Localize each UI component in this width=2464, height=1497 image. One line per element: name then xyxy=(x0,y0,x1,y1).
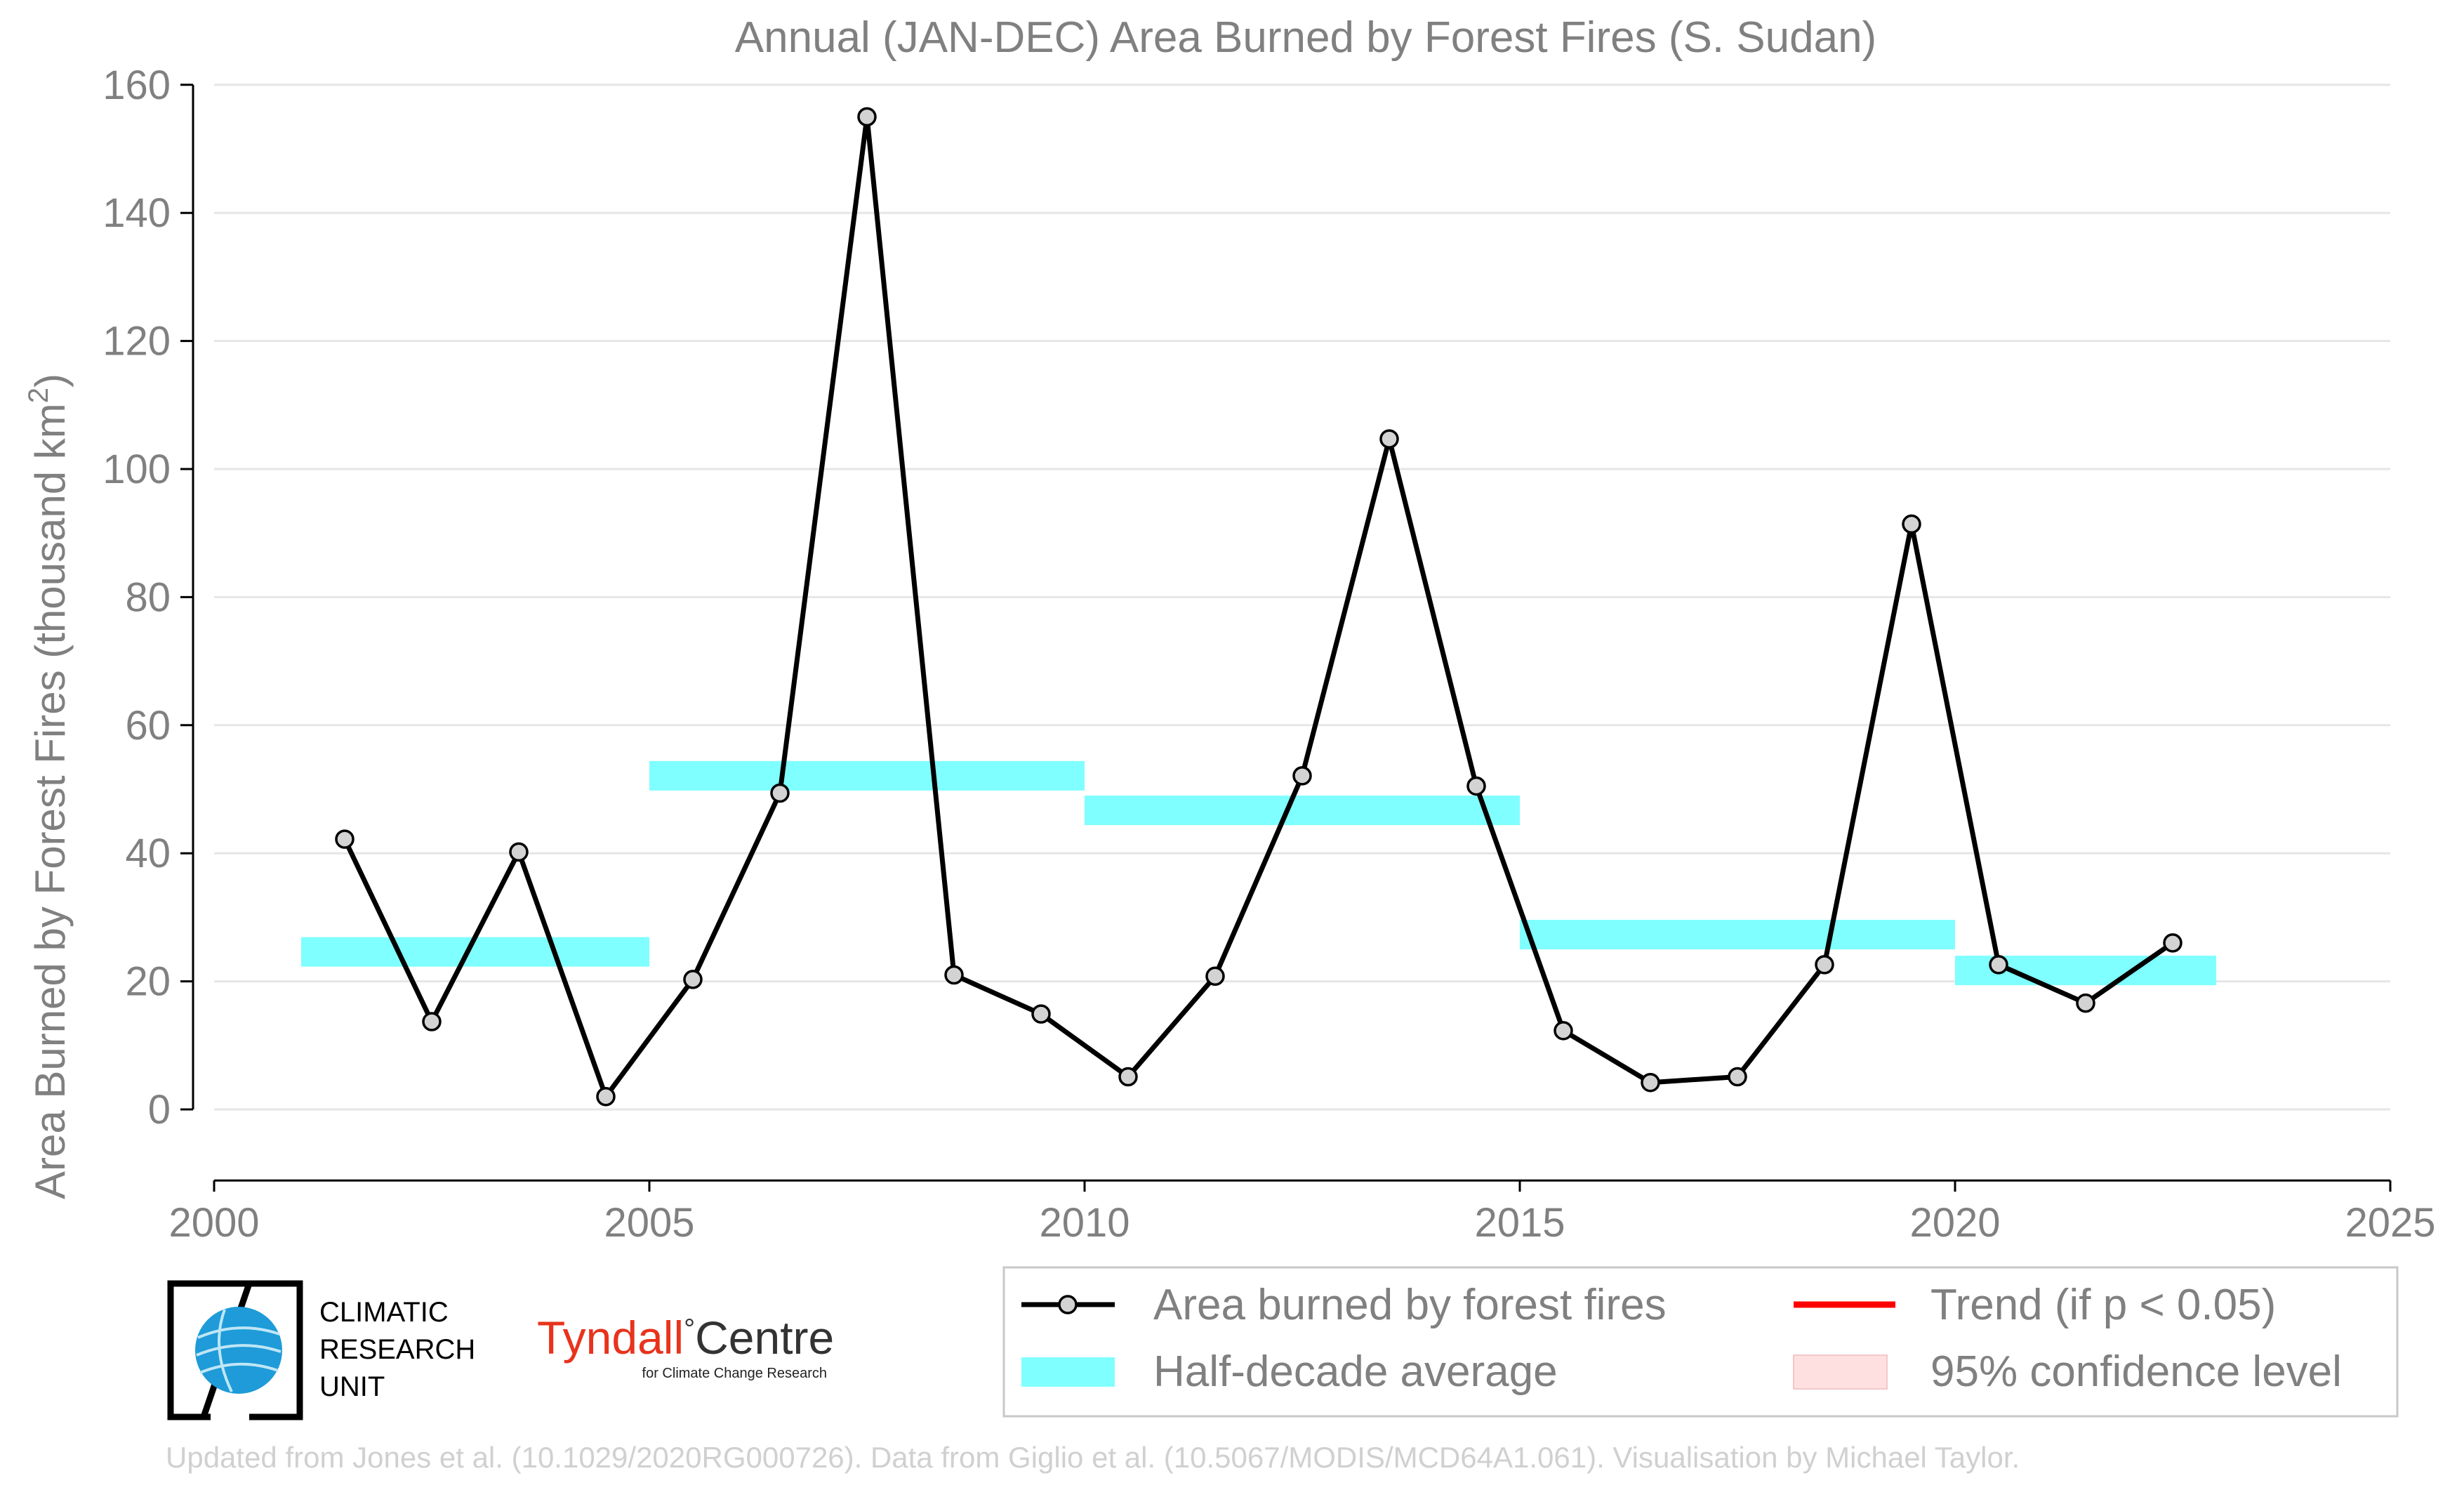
y-axis-label-close: ) xyxy=(27,374,74,388)
data-point-2003.5 xyxy=(509,842,529,862)
data-point-2007.5 xyxy=(857,107,877,127)
legend-label-confidence: 95% confidence level xyxy=(1930,1347,2342,1396)
x-axis: 2000 2005 2010 2015 2020 2025 xyxy=(168,1179,2436,1246)
legend-confidence-swatch xyxy=(1793,1354,1888,1390)
y-tick-label-80: 80 xyxy=(125,574,171,620)
tyndall-logo: Tyndall°Centre for Climate Change Resear… xyxy=(537,1312,834,1381)
legend-label-average: Half-decade average xyxy=(1153,1347,1558,1396)
y-tick-label-60: 60 xyxy=(125,703,171,748)
legend-average-swatch xyxy=(1021,1357,1115,1387)
data-point-2009.5 xyxy=(1031,1004,1051,1024)
legend: Area burned by forest fires Half-decade … xyxy=(1002,1266,2399,1418)
x-tick-label-2000: 2000 xyxy=(168,1200,259,1246)
credit-line: Updated from Jones et al. (10.1029/2020R… xyxy=(166,1441,2020,1474)
x-tick-label-2025: 2025 xyxy=(2345,1200,2435,1246)
cru-globe-lines-icon xyxy=(196,1309,281,1392)
x-tick-label-2005: 2005 xyxy=(604,1200,694,1246)
tyndall-wordmark: Tyndall°Centre xyxy=(537,1312,834,1364)
tyndall-centre: Centre xyxy=(695,1312,834,1364)
data-point-2016.5 xyxy=(1641,1072,1660,1093)
data-point-2011.5 xyxy=(1205,966,1225,987)
y-tick-label-100: 100 xyxy=(102,447,171,492)
y-axis-label-superscript: 2 xyxy=(23,388,54,403)
y-tick-label-140: 140 xyxy=(102,190,171,236)
data-point-2014.5 xyxy=(1466,776,1486,796)
y-tick-label-40: 40 xyxy=(125,831,171,876)
data-point-2012.5 xyxy=(1292,766,1312,786)
tyndall-main: Tyndall xyxy=(537,1312,684,1364)
legend-label-line: Area burned by forest fires xyxy=(1153,1281,1667,1329)
data-point-2010.5 xyxy=(1118,1067,1138,1087)
cru-text-2: RESEARCH xyxy=(319,1334,475,1365)
y-axis-label: Area Burned by Forest Fires (thousand km… xyxy=(23,374,74,1199)
average-bar-2 xyxy=(1085,796,1520,826)
x-tick-label-2015: 2015 xyxy=(1474,1200,1565,1246)
data-point-2021.5 xyxy=(2076,993,2095,1013)
average-bar-3 xyxy=(1520,920,1955,950)
legend-frame xyxy=(1002,1266,2399,1418)
y-tick-label-0: 0 xyxy=(148,1087,171,1133)
data-series xyxy=(335,107,2183,1107)
y-tick-label-20: 20 xyxy=(125,959,171,1005)
legend-marker-swatch xyxy=(1058,1295,1078,1314)
data-point-2005.5 xyxy=(683,970,703,989)
data-point-2002.5 xyxy=(422,1012,442,1031)
chart-title: Annual (JAN-DEC) Area Burned by Forest F… xyxy=(735,13,1876,62)
cru-text-1: CLIMATIC xyxy=(319,1297,449,1328)
data-point-2015.5 xyxy=(1554,1021,1573,1041)
x-tick-label-2020: 2020 xyxy=(1909,1200,2000,1246)
data-point-2019.5 xyxy=(1902,514,1921,534)
average-bar-1 xyxy=(649,760,1085,791)
data-point-2013.5 xyxy=(1379,429,1399,449)
half-decade-average-bars xyxy=(301,760,2216,986)
data-point-2018.5 xyxy=(1815,955,1834,975)
y-tick-label-160: 160 xyxy=(102,62,171,108)
data-point-2004.5 xyxy=(596,1087,616,1107)
series-line-0 xyxy=(342,114,2174,1100)
data-point-2020.5 xyxy=(1989,955,2008,975)
data-point-2001.5 xyxy=(335,829,355,849)
data-point-2022.5 xyxy=(2163,933,2183,953)
data-point-2006.5 xyxy=(770,783,790,803)
y-axis: 0 20 40 60 80 100 120 140 160 xyxy=(102,62,194,1133)
tyndall-subtitle: for Climate Change Research xyxy=(642,1366,827,1381)
tyndall-degree: ° xyxy=(684,1314,695,1345)
x-tick-label-2010: 2010 xyxy=(1039,1200,1130,1246)
data-point-2008.5 xyxy=(944,965,964,985)
gridlines xyxy=(214,84,2390,1111)
y-axis-label-text: Area Burned by Forest Fires (thousand km xyxy=(27,403,74,1199)
legend-label-trend: Trend (if p < 0.05) xyxy=(1930,1281,2276,1329)
y-tick-label-120: 120 xyxy=(102,319,171,364)
cru-logo: CLIMATIC RESEARCH UNIT xyxy=(167,1280,475,1420)
cru-text-3: UNIT xyxy=(319,1371,385,1402)
data-point-2017.5 xyxy=(1728,1067,1747,1087)
